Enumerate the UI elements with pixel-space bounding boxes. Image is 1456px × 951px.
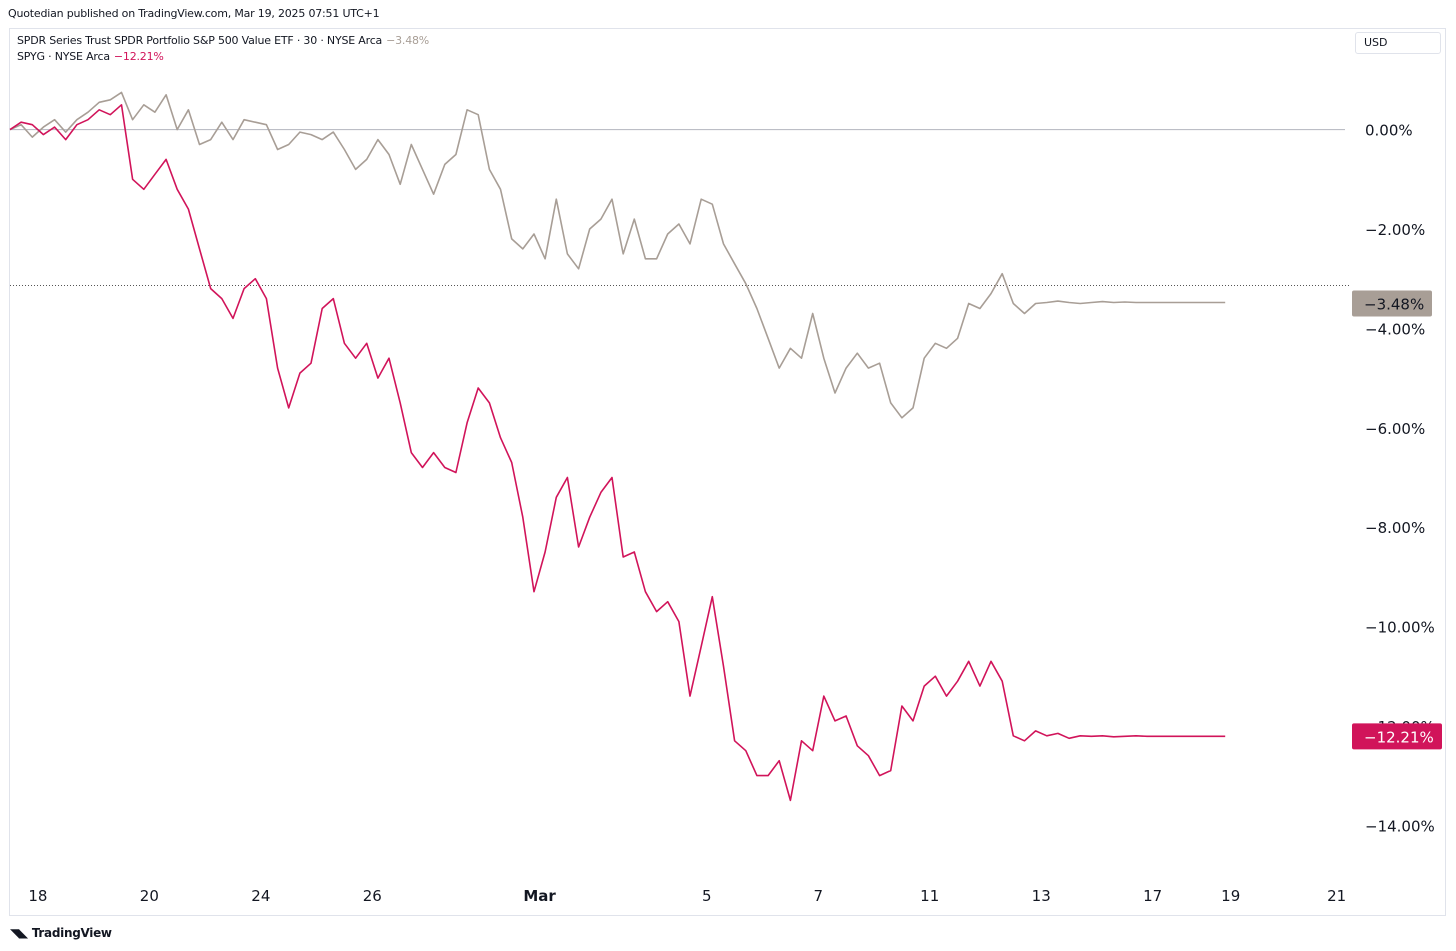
series-line-2 — [9, 104, 1226, 802]
x-tick-label: Mar — [523, 887, 556, 905]
y-tick-label: −4.00% — [1365, 320, 1425, 338]
last-value-badge-1 — [1352, 290, 1432, 317]
y-tick-label: −10.00% — [1365, 619, 1435, 637]
y-tick-label: −14.00% — [1365, 817, 1435, 835]
x-tick-label: 21 — [1327, 887, 1346, 905]
x-tick-label: 7 — [813, 887, 823, 905]
x-tick-label: 24 — [251, 887, 270, 905]
tradingview-logo-icon: ◥◣ — [10, 926, 28, 940]
last-value-badge-2 — [1352, 723, 1442, 750]
legend-series-1-name: SPDR Series Trust SPDR Portfolio S&P 500… — [17, 34, 383, 47]
y-tick-label: −6.00% — [1365, 420, 1425, 438]
x-tick-label: 11 — [920, 887, 939, 905]
x-tick-label: 17 — [1143, 887, 1162, 905]
series-line-1 — [9, 91, 1226, 419]
legend-series-2-change: −12.21% — [113, 50, 164, 63]
currency-selector[interactable]: USD — [1355, 32, 1441, 54]
publisher-attribution: Quotedian published on TradingView.com, … — [8, 7, 380, 20]
x-tick-label: 19 — [1221, 887, 1240, 905]
x-tick-label: 20 — [140, 887, 159, 905]
legend-series-2[interactable]: SPYG · NYSE Arca −12.21% — [17, 49, 429, 65]
legend-series-2-name: SPYG · NYSE Arca — [17, 50, 110, 63]
last-value-badge-2-label: −12.21% — [1364, 728, 1434, 746]
x-tick-label: 13 — [1032, 887, 1051, 905]
tradingview-logo-text: TradingView — [31, 926, 112, 940]
legend-series-1[interactable]: SPDR Series Trust SPDR Portfolio S&P 500… — [17, 33, 429, 49]
y-tick-label: −8.00% — [1365, 519, 1425, 537]
x-tick-label: 26 — [363, 887, 382, 905]
chart-legend: SPDR Series Trust SPDR Portfolio S&P 500… — [17, 33, 429, 65]
y-tick-label: 0.00% — [1365, 122, 1413, 140]
last-value-badge-1-label: −3.48% — [1364, 296, 1424, 314]
x-tick-label: 5 — [702, 887, 712, 905]
tradingview-logo[interactable]: ◥◣ TradingView — [10, 926, 112, 940]
legend-series-1-change: −3.48% — [386, 34, 430, 47]
y-tick-label: −2.00% — [1365, 221, 1425, 239]
x-tick-label: 18 — [28, 887, 47, 905]
chart-frame — [9, 28, 1446, 916]
